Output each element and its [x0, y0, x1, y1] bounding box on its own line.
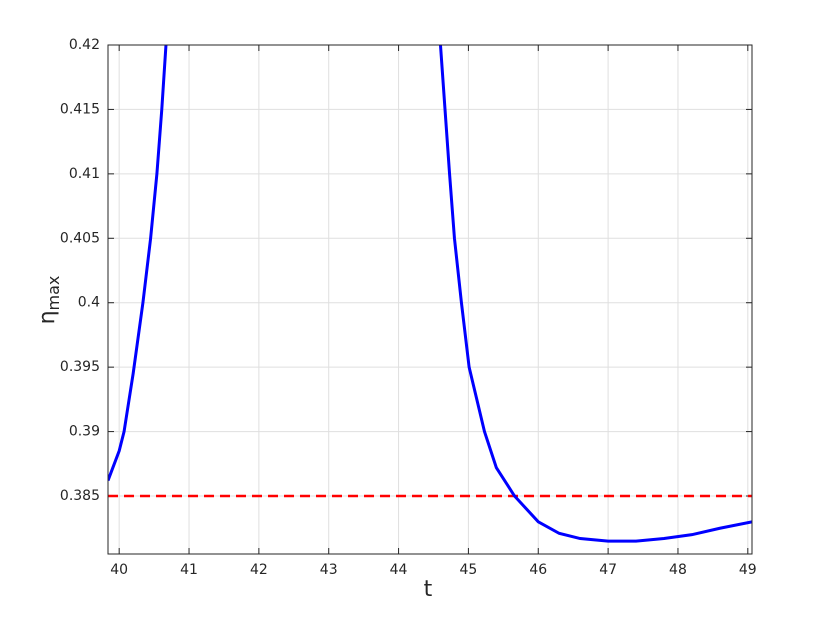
x-tick-label: 42: [250, 562, 268, 578]
x-tick-label: 41: [180, 562, 198, 578]
x-tick-label: 47: [599, 562, 617, 578]
y-label-sub: max: [44, 276, 63, 311]
y-tick-label: 0.39: [69, 424, 100, 440]
plot-area: [108, 45, 752, 543]
x-tick-label: 45: [460, 562, 478, 578]
data-line: [108, 45, 752, 543]
y-tick-label: 0.405: [60, 230, 100, 246]
x-axis-label: t: [424, 577, 433, 602]
x-tick-label: 44: [390, 562, 408, 578]
x-tick-label: 49: [739, 562, 757, 578]
x-tick-label: 40: [110, 562, 128, 578]
y-tick-label: 0.42: [69, 37, 100, 53]
x-tick-label: 48: [669, 562, 687, 578]
y-label-main: η: [35, 310, 60, 324]
x-tick-label: 46: [529, 562, 547, 578]
y-tick-label: 0.395: [60, 359, 100, 375]
y-tick-label: 0.41: [69, 166, 100, 182]
y-tick-label: 0.415: [60, 101, 100, 117]
y-tick-label: 0.4: [78, 295, 100, 311]
x-tick-label: 43: [320, 562, 338, 578]
axes-box: [107, 44, 753, 555]
y-tick-label: 0.385: [60, 488, 100, 504]
y-axis-label: ηmax: [35, 276, 63, 325]
